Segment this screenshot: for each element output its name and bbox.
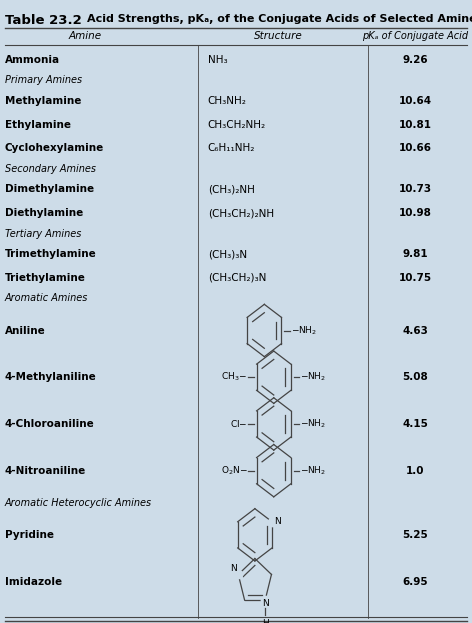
Text: Table 23.2: Table 23.2 [5, 14, 82, 27]
Text: $-$NH$_2$: $-$NH$_2$ [291, 324, 317, 337]
Text: Dimethylamine: Dimethylamine [5, 184, 94, 194]
Text: 9.26: 9.26 [403, 55, 428, 65]
Text: $-$NH$_2$: $-$NH$_2$ [300, 371, 326, 384]
Text: CH$_3$$-$: CH$_3$$-$ [221, 371, 247, 384]
Text: NH₃: NH₃ [208, 55, 228, 65]
Text: O$_2$N$-$: O$_2$N$-$ [220, 464, 247, 477]
Text: (CH₃CH₂)₃N: (CH₃CH₂)₃N [208, 273, 266, 283]
Text: 1.0: 1.0 [406, 465, 425, 476]
Text: 9.81: 9.81 [403, 249, 428, 259]
Text: Aromatic Amines: Aromatic Amines [5, 293, 88, 303]
Text: Imidazole: Imidazole [5, 576, 62, 587]
Text: CH₃CH₂NH₂: CH₃CH₂NH₂ [208, 120, 266, 130]
Text: Aromatic Heterocyclic Amines: Aromatic Heterocyclic Amines [5, 498, 152, 508]
Text: Ethylamine: Ethylamine [5, 120, 71, 130]
Text: Cyclohexylamine: Cyclohexylamine [5, 143, 104, 153]
Text: (CH₃CH₂)₂NH: (CH₃CH₂)₂NH [208, 208, 274, 218]
Text: 4-Nitroaniline: 4-Nitroaniline [5, 465, 86, 476]
Text: 4-Chloroaniline: 4-Chloroaniline [5, 419, 94, 429]
Text: 6.95: 6.95 [403, 576, 428, 587]
Text: N: N [230, 564, 236, 573]
Text: Acid Strengths, pKₐ, of the Conjugate Acids of Selected Amines: Acid Strengths, pKₐ, of the Conjugate Ac… [87, 14, 472, 24]
Text: Tertiary Amines: Tertiary Amines [5, 229, 81, 239]
Text: Primary Amines: Primary Amines [5, 75, 82, 85]
Text: 4.15: 4.15 [403, 419, 428, 429]
Text: (CH₃)₃N: (CH₃)₃N [208, 249, 247, 259]
Text: 4-Methylaniline: 4-Methylaniline [5, 372, 96, 383]
Text: 10.98: 10.98 [399, 208, 432, 218]
Text: $-$NH$_2$: $-$NH$_2$ [300, 464, 326, 477]
Text: Aniline: Aniline [5, 325, 45, 336]
Text: 10.66: 10.66 [399, 143, 432, 153]
Text: Triethylamine: Triethylamine [5, 273, 85, 283]
Text: Methylamine: Methylamine [5, 96, 81, 106]
Text: 5.25: 5.25 [403, 530, 428, 540]
Text: Diethylamine: Diethylamine [5, 208, 83, 218]
Text: 4.63: 4.63 [403, 325, 428, 336]
Text: C₆H₁₁NH₂: C₆H₁₁NH₂ [208, 143, 255, 153]
Text: Structure: Structure [254, 31, 303, 41]
Text: N: N [274, 517, 281, 526]
Text: (CH₃)₂NH: (CH₃)₂NH [208, 184, 254, 194]
Text: pKₐ of Conjugate Acid: pKₐ of Conjugate Acid [362, 31, 468, 41]
Text: Pyridine: Pyridine [5, 530, 54, 540]
Text: $-$NH$_2$: $-$NH$_2$ [300, 417, 326, 430]
Text: 10.81: 10.81 [399, 120, 432, 130]
Text: Ammonia: Ammonia [5, 55, 60, 65]
Text: 10.75: 10.75 [399, 273, 432, 283]
Text: Trimethylamine: Trimethylamine [5, 249, 96, 259]
Text: Cl$-$: Cl$-$ [230, 419, 247, 429]
Text: Amine: Amine [68, 31, 101, 41]
Text: CH₃NH₂: CH₃NH₂ [208, 96, 246, 106]
Text: 5.08: 5.08 [403, 372, 428, 383]
Text: 10.64: 10.64 [399, 96, 432, 106]
Text: H: H [262, 619, 269, 623]
Text: N: N [262, 599, 269, 608]
Text: 10.73: 10.73 [399, 184, 432, 194]
Text: Secondary Amines: Secondary Amines [5, 164, 96, 174]
